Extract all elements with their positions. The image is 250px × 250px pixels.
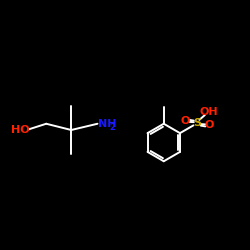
Text: O: O <box>204 120 214 130</box>
Text: S: S <box>193 118 201 128</box>
Text: O: O <box>180 116 190 126</box>
Text: HO: HO <box>11 125 29 135</box>
Text: OH: OH <box>200 107 218 117</box>
Text: 2: 2 <box>109 122 115 132</box>
Text: NH: NH <box>98 119 116 129</box>
